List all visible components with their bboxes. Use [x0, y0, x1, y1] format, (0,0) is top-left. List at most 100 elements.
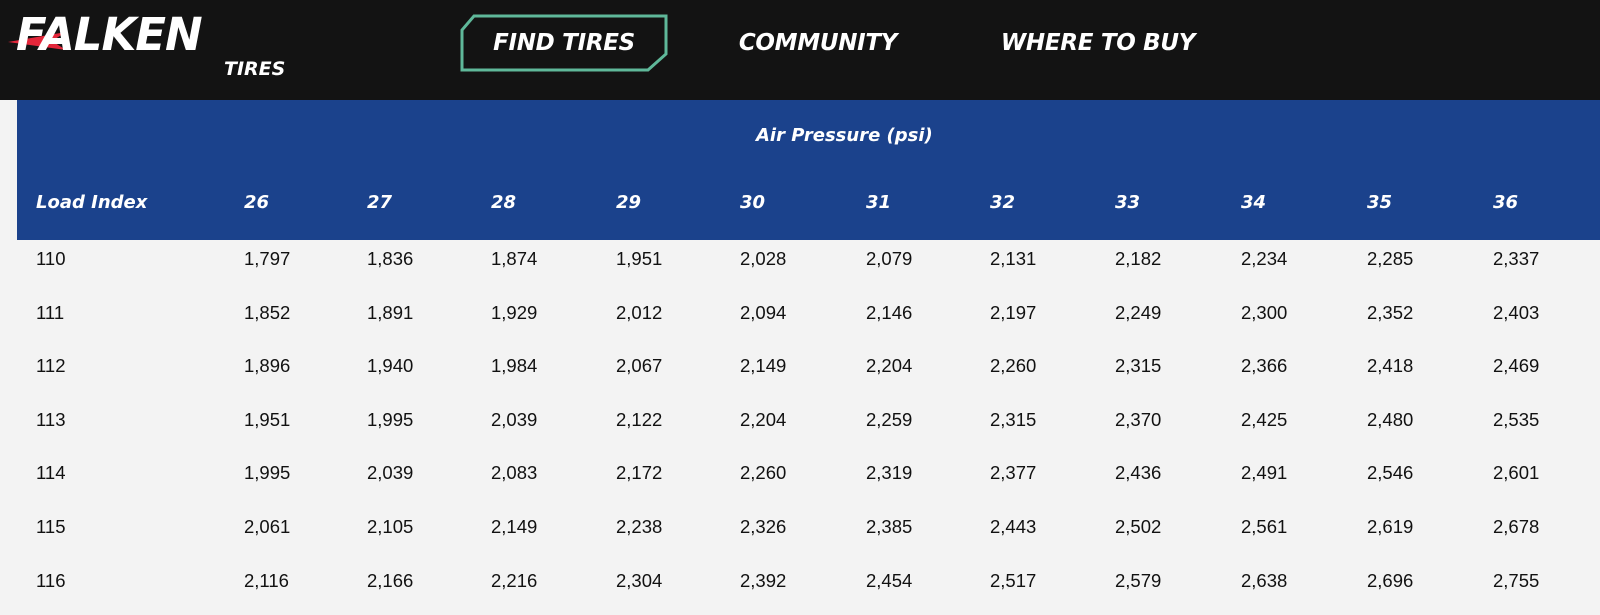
load-capacity-cell: 2,146: [866, 301, 913, 323]
load-capacity-cell: 2,315: [1115, 355, 1162, 377]
load-capacity-cell: 2,337: [1493, 248, 1540, 269]
psi-column-header: 35: [1367, 192, 1393, 213]
table-row: 114 1,995 2,039 2,083 2,172 2,260 2,319 2,377 2,…: [17, 454, 1600, 508]
load-capacity-cell: 2,204: [866, 355, 913, 377]
load-capacity-cell: 2,204: [740, 408, 787, 430]
load-capacity-cell: 2,067: [616, 355, 663, 377]
psi-column-header: 27: [367, 192, 393, 213]
logo-subtitle: TIRES: [224, 58, 286, 80]
load-capacity-cell: 2,502: [1115, 515, 1162, 537]
load-capacity-cell: 2,079: [866, 248, 913, 269]
load-capacity-cell: 2,319: [866, 462, 913, 484]
load-capacity-cell: 2,285: [1367, 248, 1414, 269]
load-capacity-cell: 2,619: [1367, 515, 1414, 537]
load-capacity-cell: 2,083: [491, 462, 538, 484]
load-index-cell: 115: [36, 515, 66, 537]
load-capacity-cell: 2,601: [1493, 462, 1540, 484]
table-body: 110 1,797 1,836 1,874 1,951 2,028 2,079 2,131 2,…: [17, 240, 1600, 615]
load-capacity-cell: 1,797: [244, 248, 291, 269]
load-capacity-cell: 2,425: [1241, 408, 1288, 430]
load-capacity-cell: 2,755: [1493, 569, 1540, 591]
load-index-cell: 111: [36, 301, 65, 323]
load-capacity-cell: 2,182: [1115, 248, 1162, 269]
load-capacity-cell: 2,166: [367, 569, 414, 591]
load-capacity-cell: 2,149: [740, 355, 787, 377]
nav-active-outline: [460, 14, 668, 72]
psi-column-header: 31: [866, 192, 892, 213]
load-capacity-cell: 1,891: [367, 301, 414, 323]
load-capacity-cell: 2,094: [740, 301, 787, 323]
load-capacity-cell: 2,377: [990, 462, 1037, 484]
load-capacity-cell: 1,896: [244, 355, 291, 377]
load-capacity-cell: 2,149: [491, 515, 538, 537]
load-capacity-cell: 2,131: [990, 248, 1037, 269]
load-capacity-cell: 2,579: [1115, 569, 1162, 591]
psi-column-header: 36: [1493, 192, 1519, 213]
load-capacity-cell: 2,259: [866, 408, 913, 430]
load-capacity-cell: 2,197: [990, 301, 1037, 323]
nav-community-label: COMMUNITY: [738, 30, 898, 56]
load-capacity-cell: 1,951: [244, 408, 291, 430]
load-capacity-cell: 2,436: [1115, 462, 1162, 484]
load-capacity-cell: 2,403: [1493, 301, 1540, 323]
table-row: 115 2,061 2,105 2,149 2,238 2,326 2,385 2,443 2,…: [17, 508, 1600, 562]
load-capacity-cell: 2,696: [1367, 569, 1414, 591]
table-row: 116 2,116 2,166 2,216 2,304 2,392 2,454 2,517 2,…: [17, 562, 1600, 615]
load-capacity-cell: 2,172: [616, 462, 663, 484]
load-index-cell: 116: [36, 569, 66, 591]
load-capacity-cell: 2,326: [740, 515, 787, 537]
nav-where-to-buy[interactable]: WHERE TO BUY: [988, 14, 1208, 72]
falken-tires-logo[interactable]: FALKEN TIRES: [8, 10, 298, 80]
nav-community[interactable]: COMMUNITY: [718, 14, 918, 72]
load-index-cell: 114: [36, 462, 66, 484]
load-capacity-cell: 2,216: [491, 569, 538, 591]
load-capacity-cell: 2,122: [616, 408, 663, 430]
load-capacity-cell: 2,678: [1493, 515, 1540, 537]
load-capacity-cell: 2,315: [990, 408, 1037, 430]
psi-column-header: 32: [990, 192, 1016, 213]
load-capacity-cell: 2,443: [990, 515, 1037, 537]
load-capacity-cell: 1,836: [367, 248, 414, 269]
psi-column-header: 28: [491, 192, 517, 213]
nav-where-to-buy-label: WHERE TO BUY: [1000, 30, 1196, 56]
load-capacity-cell: 2,352: [1367, 301, 1414, 323]
load-capacity-cell: 1,995: [367, 408, 414, 430]
table-row: 113 1,951 1,995 2,039 2,122 2,204 2,259 2,315 2,…: [17, 401, 1600, 455]
load-pressure-table: Air Pressure (psi) Load Index 26 27 28 29 30…: [17, 100, 1600, 615]
load-capacity-cell: 2,546: [1367, 462, 1414, 484]
load-capacity-cell: 2,116: [244, 569, 289, 591]
load-capacity-cell: 2,238: [616, 515, 663, 537]
load-capacity-cell: 2,300: [1241, 301, 1288, 323]
load-capacity-cell: 2,061: [244, 515, 291, 537]
load-capacity-cell: 1,951: [616, 248, 663, 269]
psi-column-header: 34: [1241, 192, 1267, 213]
load-capacity-cell: 2,385: [866, 515, 913, 537]
load-capacity-cell: 2,249: [1115, 301, 1162, 323]
load-capacity-cell: 2,517: [990, 569, 1037, 591]
nav-find-tires[interactable]: FIND TIRES: [460, 14, 668, 72]
load-capacity-cell: 1,984: [491, 355, 538, 377]
load-capacity-cell: 2,304: [616, 569, 663, 591]
air-pressure-group-header: Air Pressure (psi): [756, 125, 933, 146]
load-capacity-cell: 2,418: [1367, 355, 1414, 377]
load-index-cell: 112: [36, 355, 66, 377]
load-capacity-cell: 2,039: [491, 408, 538, 430]
load-capacity-cell: 2,105: [367, 515, 414, 537]
load-capacity-cell: 2,638: [1241, 569, 1288, 591]
load-capacity-cell: 1,995: [244, 462, 291, 484]
psi-column-header: 33: [1115, 192, 1141, 213]
load-capacity-cell: 2,260: [990, 355, 1037, 377]
psi-column-header: 29: [616, 192, 642, 213]
load-capacity-cell: 2,469: [1493, 355, 1540, 377]
load-capacity-cell: 2,028: [740, 248, 787, 269]
top-navigation-bar: FALKEN TIRES FIND TIRES COMMUNITY WHERE …: [0, 0, 1600, 100]
load-capacity-cell: 2,370: [1115, 408, 1162, 430]
load-capacity-cell: 1,874: [491, 248, 538, 269]
load-capacity-cell: 2,234: [1241, 248, 1288, 269]
nav-find-tires-label: FIND TIRES: [493, 30, 635, 56]
load-index-cell: 110: [36, 248, 66, 269]
load-capacity-cell: 2,480: [1367, 408, 1414, 430]
load-capacity-cell: 2,392: [740, 569, 787, 591]
load-capacity-cell: 2,039: [367, 462, 414, 484]
table-header: Air Pressure (psi) Load Index 26 27 28 29 30…: [17, 100, 1600, 240]
